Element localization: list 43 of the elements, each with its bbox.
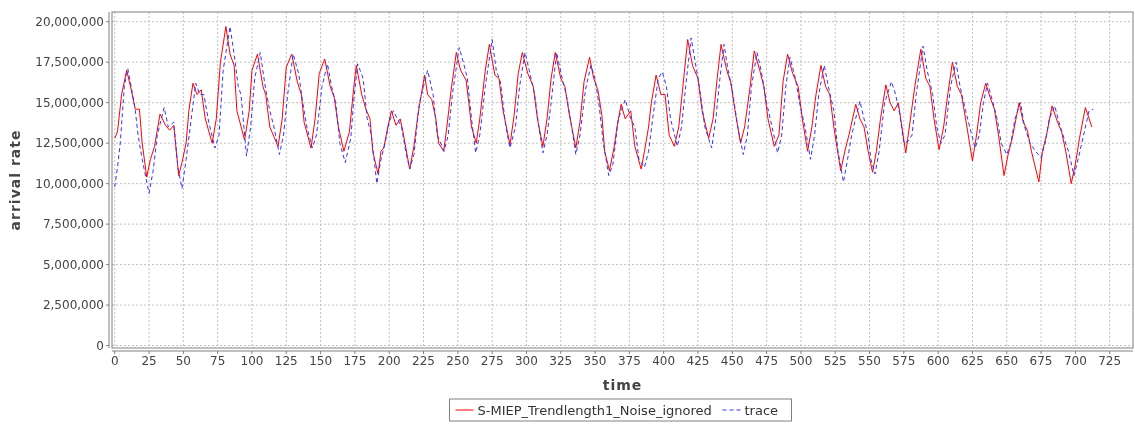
legend-label: S-MIEP_Trendlength1_Noise_ignored bbox=[477, 403, 712, 418]
y-tick-label: 17,500,000 bbox=[35, 55, 104, 70]
y-tick-label: 7,500,000 bbox=[42, 217, 104, 232]
y-tick-label: 20,000,000 bbox=[35, 14, 104, 29]
x-tick-label: 75 bbox=[210, 354, 226, 368]
x-tick-label: 125 bbox=[274, 354, 298, 368]
x-tick-label: 700 bbox=[1063, 354, 1087, 368]
x-tick-label: 150 bbox=[309, 354, 333, 368]
x-tick-label: 25 bbox=[141, 354, 157, 368]
x-tick-label: 550 bbox=[858, 354, 881, 368]
legend-label: trace bbox=[744, 403, 779, 418]
x-tick-label: 400 bbox=[652, 354, 676, 368]
x-tick-label: 500 bbox=[789, 354, 813, 368]
y-tick-label: 15,000,000 bbox=[35, 95, 104, 110]
x-tick-label: 275 bbox=[480, 354, 504, 368]
y-tick-label: 0 bbox=[96, 338, 104, 353]
x-tick-label: 0 bbox=[110, 354, 119, 368]
x-tick-label: 300 bbox=[514, 354, 538, 368]
x-tick-label: 375 bbox=[617, 354, 641, 368]
x-tick-label: 200 bbox=[377, 354, 401, 368]
y-tick-label: 2,500,000 bbox=[42, 298, 104, 313]
x-tick-label: 600 bbox=[926, 354, 950, 368]
x-tick-label: 650 bbox=[995, 354, 1019, 368]
x-tick-label: 50 bbox=[175, 354, 191, 368]
x-tick-label: 475 bbox=[755, 354, 779, 368]
x-tick-label: 350 bbox=[583, 354, 607, 368]
x-tick-label: 425 bbox=[686, 354, 710, 368]
x-tick-label: 450 bbox=[720, 354, 744, 368]
x-tick-label: 575 bbox=[892, 354, 916, 368]
y-tick-label: 10,000,000 bbox=[35, 176, 104, 191]
y-axis-title: arrival rate bbox=[7, 129, 23, 231]
y-tick-label: 12,500,000 bbox=[35, 136, 104, 151]
x-tick-label: 325 bbox=[549, 354, 573, 368]
x-tick-label: 100 bbox=[240, 354, 264, 368]
x-axis-title: time bbox=[602, 377, 643, 393]
x-tick-label: 175 bbox=[343, 354, 367, 368]
y-tick-label: 5,000,000 bbox=[42, 257, 104, 272]
x-tick-label: 625 bbox=[960, 354, 984, 368]
x-tick-label: 675 bbox=[1029, 354, 1053, 368]
x-tick-label: 525 bbox=[823, 354, 847, 368]
x-tick-label: 250 bbox=[446, 354, 470, 368]
x-tick-label: 725 bbox=[1098, 354, 1122, 368]
x-tick-label: 225 bbox=[412, 354, 435, 368]
